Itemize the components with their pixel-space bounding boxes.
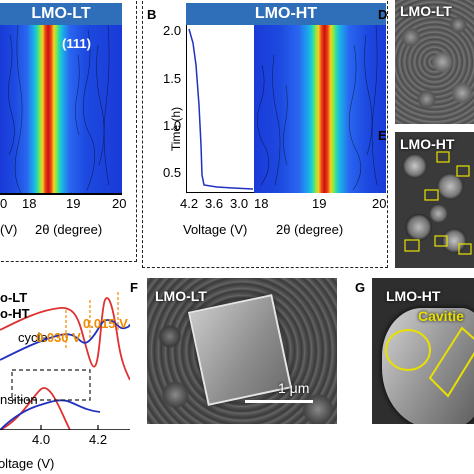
panel-b-xlabel: 2θ (degree) [276,222,344,237]
panel-c-xtick-42: 4.2 [89,432,108,447]
panel-g-sem-image [372,278,474,424]
panel-f-scale-bar [245,400,313,403]
panel-a-tick-19: 19 [66,196,81,211]
panel-e-letter: E [378,128,387,143]
panel-c-xtick-40: 4.0 [32,432,51,447]
panel-a-tick-18: 18 [22,196,37,211]
panel-c-plot [0,280,131,431]
panel-a-peak-label: (111) [62,36,91,51]
panel-a-contours [8,25,110,193]
panel-b-vlabel: Voltage (V) [183,222,248,237]
panel-a-title: LMO-LT [31,5,91,22]
panel-g-letter: G [355,280,366,295]
panel-b-letter: B [147,7,157,22]
panel-d-sem-image [395,0,474,124]
panel-b-xtick-18: 18 [254,196,269,211]
panel-e-label: LMO-HT [400,136,455,152]
panel-g-crystal [382,308,474,424]
panel-g-cavity-marks [385,326,474,398]
panel-b-heatmap [254,25,386,193]
panel-a-tick-left: 0 [0,196,8,211]
panel-a-xlabel: 2θ (degree) [35,222,103,237]
panel-a-heatmap [0,25,122,193]
panel-a-title-bar: LMO-LT [0,3,122,25]
panel-b-title: LMO-HT [254,5,318,22]
panel-c-transition: nsition [0,392,38,407]
panel-b-xtick-19: 19 [312,196,327,211]
panel-a-tick-20: 20 [112,196,127,211]
panel-a-axis-line [0,193,122,195]
panel-b-ytick-2: 2.0 [163,23,182,38]
panel-b-vtick-36: 3.6 [205,196,224,211]
panel-b-title-bar: LMO-HT [186,3,386,25]
panel-d-letter: D [378,7,388,22]
panel-b-contours [256,25,378,191]
panel-b-voltage-plot [186,25,254,193]
panel-f-crystal [187,294,293,406]
panel-a-frame [0,0,137,262]
panel-b-voltage-curve [188,28,254,190]
panel-f-letter: F [130,280,138,295]
panel-c-cycle-label: cycle [18,330,48,345]
panel-e-highlight-boxes [404,151,472,255]
panel-b-frame [142,0,388,268]
panel-b-ytick-1: 1.0 [163,118,182,133]
panel-c-legend-lt: o-LT [0,290,28,305]
panel-g-cavity-label: Cavitie [418,308,464,324]
panel-c-ann-015: 0.015 V [83,316,128,331]
panel-f-sem-image [147,278,337,424]
panel-b-ytick-15: 1.5 [163,71,182,86]
panel-e-sem-image [395,132,474,268]
panel-a-unit: (V) [0,222,18,237]
panel-g-label: LMO-HT [386,288,441,304]
panel-c-ann-030: 0.030 V [36,330,81,345]
panel-b-xtick-20: 20 [372,196,387,211]
panel-d-label: LMO-LT [400,3,452,19]
panel-f-label: LMO-LT [155,288,207,304]
panel-c-legend-ht: o-HT [0,306,30,321]
panel-b-vtick-42: 4.2 [180,196,199,211]
panel-b-vtick-30: 3.0 [230,196,249,211]
panel-b-ytick-05: 0.5 [163,165,182,180]
panel-c-xlabel: Voltage (V) [0,456,55,471]
panel-f-scale-label: 1 μm [278,380,310,396]
